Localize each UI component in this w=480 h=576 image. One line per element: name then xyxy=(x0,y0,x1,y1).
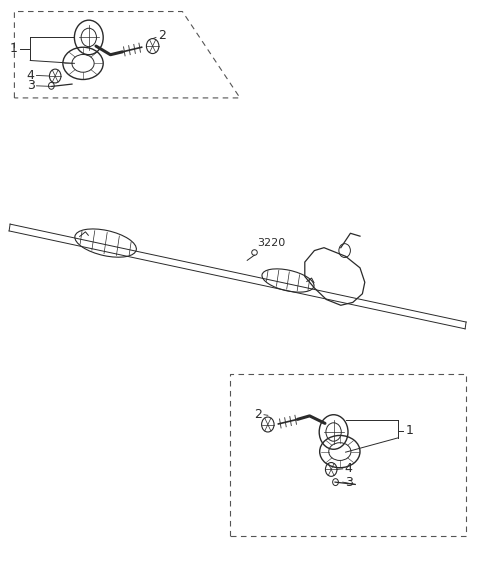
Text: 1: 1 xyxy=(10,43,17,55)
Text: 3: 3 xyxy=(345,476,352,488)
Text: 3220: 3220 xyxy=(257,238,285,248)
Text: 4: 4 xyxy=(345,463,352,475)
Text: 2: 2 xyxy=(254,408,262,421)
Text: 3: 3 xyxy=(27,79,35,92)
Text: 4: 4 xyxy=(27,69,35,82)
Text: 1: 1 xyxy=(406,425,413,437)
Text: 2: 2 xyxy=(158,29,166,42)
